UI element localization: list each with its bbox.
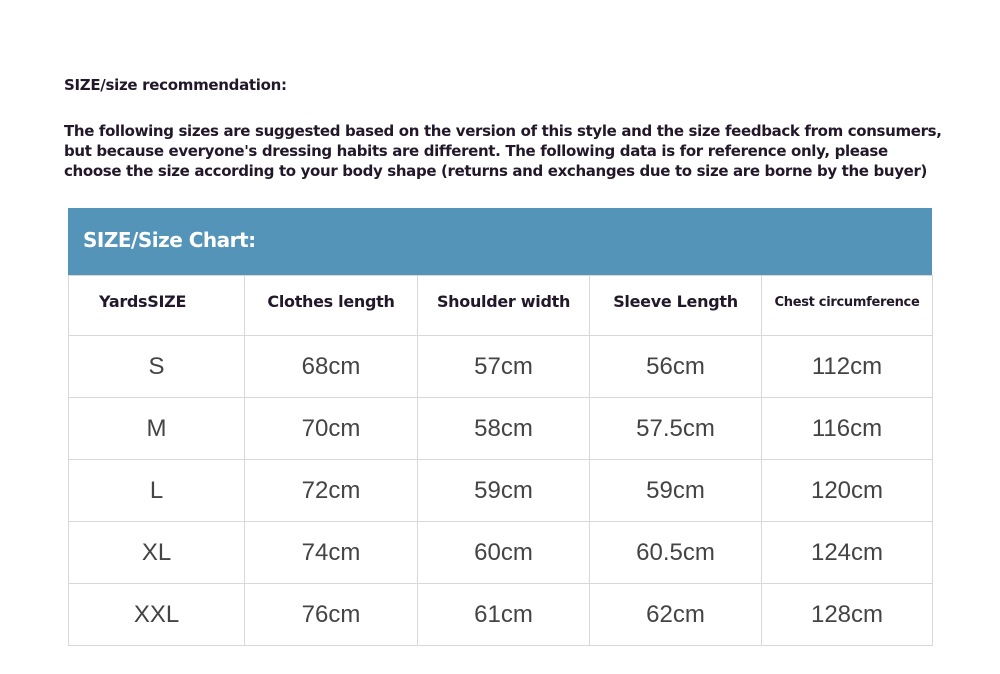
cell-clothes-length: 72cm (244, 459, 418, 522)
intro-text: The following sizes are suggested based … (64, 121, 964, 181)
cell-shoulder-width: 60cm (417, 521, 590, 584)
page-title: SIZE/size recommendation: (64, 76, 287, 94)
size-chart-table: YardsSIZE Clothes length Shoulder width … (68, 275, 933, 646)
intro-line: The following sizes are suggested based … (64, 122, 942, 140)
cell-size: M (68, 397, 245, 460)
cell-clothes-length: 74cm (244, 521, 418, 584)
intro-line: choose the size according to your body s… (64, 162, 928, 180)
cell-chest: 128cm (761, 583, 933, 646)
cell-size: S (68, 335, 245, 398)
cell-sleeve-length: 59cm (589, 459, 762, 522)
cell-sleeve-length: 62cm (589, 583, 762, 646)
table-row: XL 74cm 60cm 60.5cm 124cm (68, 521, 933, 584)
table-row: XXL 76cm 61cm 62cm 128cm (68, 583, 933, 646)
column-header-clothes-length: Clothes length (244, 275, 418, 336)
cell-shoulder-width: 57cm (417, 335, 590, 398)
cell-chest: 116cm (761, 397, 933, 460)
cell-sleeve-length: 57.5cm (589, 397, 762, 460)
column-header-sleeve-length: Sleeve Length (589, 275, 762, 336)
cell-clothes-length: 70cm (244, 397, 418, 460)
column-header-size: YardsSIZE (68, 275, 245, 336)
table-row: L 72cm 59cm 59cm 120cm (68, 459, 933, 522)
column-header-shoulder-width: Shoulder width (417, 275, 590, 336)
size-chart-title: SIZE/Size Chart: (83, 228, 256, 252)
cell-clothes-length: 76cm (244, 583, 418, 646)
cell-size: XXL (68, 583, 245, 646)
column-header-chest: Chest circumference (761, 275, 933, 336)
cell-sleeve-length: 60.5cm (589, 521, 762, 584)
table-row: M 70cm 58cm 57.5cm 116cm (68, 397, 933, 460)
cell-size: L (68, 459, 245, 522)
cell-sleeve-length: 56cm (589, 335, 762, 398)
cell-chest: 112cm (761, 335, 933, 398)
intro-line: but because everyone's dressing habits a… (64, 142, 888, 160)
table-header-row: YardsSIZE Clothes length Shoulder width … (68, 275, 933, 336)
cell-shoulder-width: 59cm (417, 459, 590, 522)
cell-clothes-length: 68cm (244, 335, 418, 398)
table-row: S 68cm 57cm 56cm 112cm (68, 335, 933, 398)
size-chart-header-band: SIZE/Size Chart: (68, 208, 932, 275)
cell-chest: 120cm (761, 459, 933, 522)
cell-chest: 124cm (761, 521, 933, 584)
cell-shoulder-width: 58cm (417, 397, 590, 460)
cell-size: XL (68, 521, 245, 584)
cell-shoulder-width: 61cm (417, 583, 590, 646)
